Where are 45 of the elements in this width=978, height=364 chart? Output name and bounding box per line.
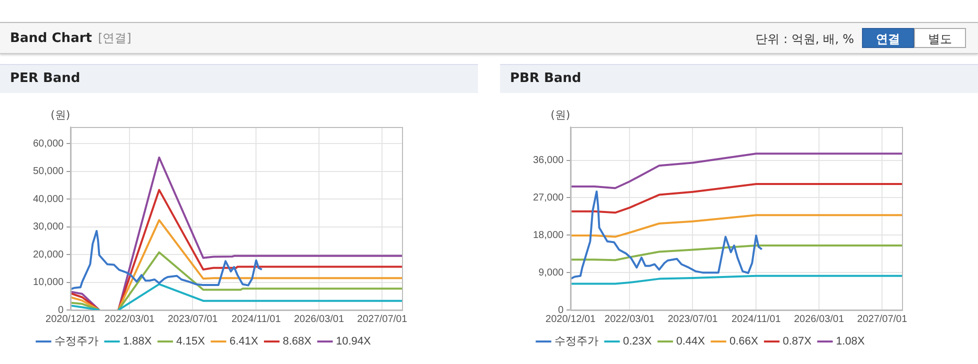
x-tick-label: 2027/07/01: [857, 314, 908, 325]
text: 단위 : 억원, 배, %: [756, 31, 854, 48]
legend-label: 0.23X: [623, 336, 652, 348]
legend-label: 수정주가: [54, 336, 98, 348]
y-tick-label: 30,000: [32, 222, 64, 233]
x-tick-label: 2020/12/01: [46, 314, 96, 325]
chart-title: PBR Band: [500, 64, 978, 93]
legend-label: 10.94X: [336, 336, 372, 348]
y-tick-label: 0: [558, 304, 564, 316]
legend-label: 1.08X: [836, 336, 866, 348]
legend-label: 0.44X: [676, 336, 706, 348]
legend-label: 6.41X: [229, 336, 259, 348]
text: Band Chart: [10, 31, 92, 46]
y-tick-label: 9,000: [538, 267, 564, 278]
x-tick-label: 2020/12/01: [546, 314, 596, 325]
chart-title: PER Band: [0, 64, 478, 93]
legend-label: 수정주가: [554, 336, 598, 348]
legend-label: 1.88X: [123, 336, 152, 348]
text: [연결]: [98, 31, 132, 45]
y-tick-label: 20,000: [32, 249, 64, 260]
x-tick-label: 2022/03/01: [604, 314, 656, 325]
x-tick-label: 2023/07/01: [668, 314, 718, 325]
text: 별도: [914, 28, 966, 48]
y-axis-title: (원): [550, 108, 570, 122]
x-tick-label: 2024/11/01: [231, 314, 282, 325]
x-tick-label: 2027/07/01: [357, 314, 408, 325]
y-tick-label: 40,000: [32, 194, 64, 205]
x-tick-label: 2024/11/01: [731, 314, 782, 325]
y-tick-label: 60,000: [32, 138, 64, 150]
legend-label: 4.15X: [176, 336, 206, 348]
x-tick-label: 2026/03/01: [794, 314, 844, 325]
y-tick-label: 27,000: [532, 192, 564, 204]
y-axis-title: (원): [50, 108, 70, 122]
x-tick-label: 2022/03/01: [104, 314, 156, 325]
x-tick-label: 2023/07/01: [168, 314, 218, 325]
y-tick-label: 50,000: [32, 166, 64, 178]
y-tick-label: 36,000: [532, 155, 564, 166]
x-tick-label: 2026/03/01: [294, 314, 344, 325]
legend-label: 0.87X: [782, 336, 812, 348]
text: 연결: [862, 28, 914, 48]
y-tick-label: 18,000: [532, 230, 564, 241]
y-tick-label: 10,000: [32, 277, 64, 288]
y-tick-label: 0: [58, 304, 64, 316]
legend-label: 8.68X: [282, 336, 312, 348]
legend-label: 0.66X: [729, 336, 759, 348]
